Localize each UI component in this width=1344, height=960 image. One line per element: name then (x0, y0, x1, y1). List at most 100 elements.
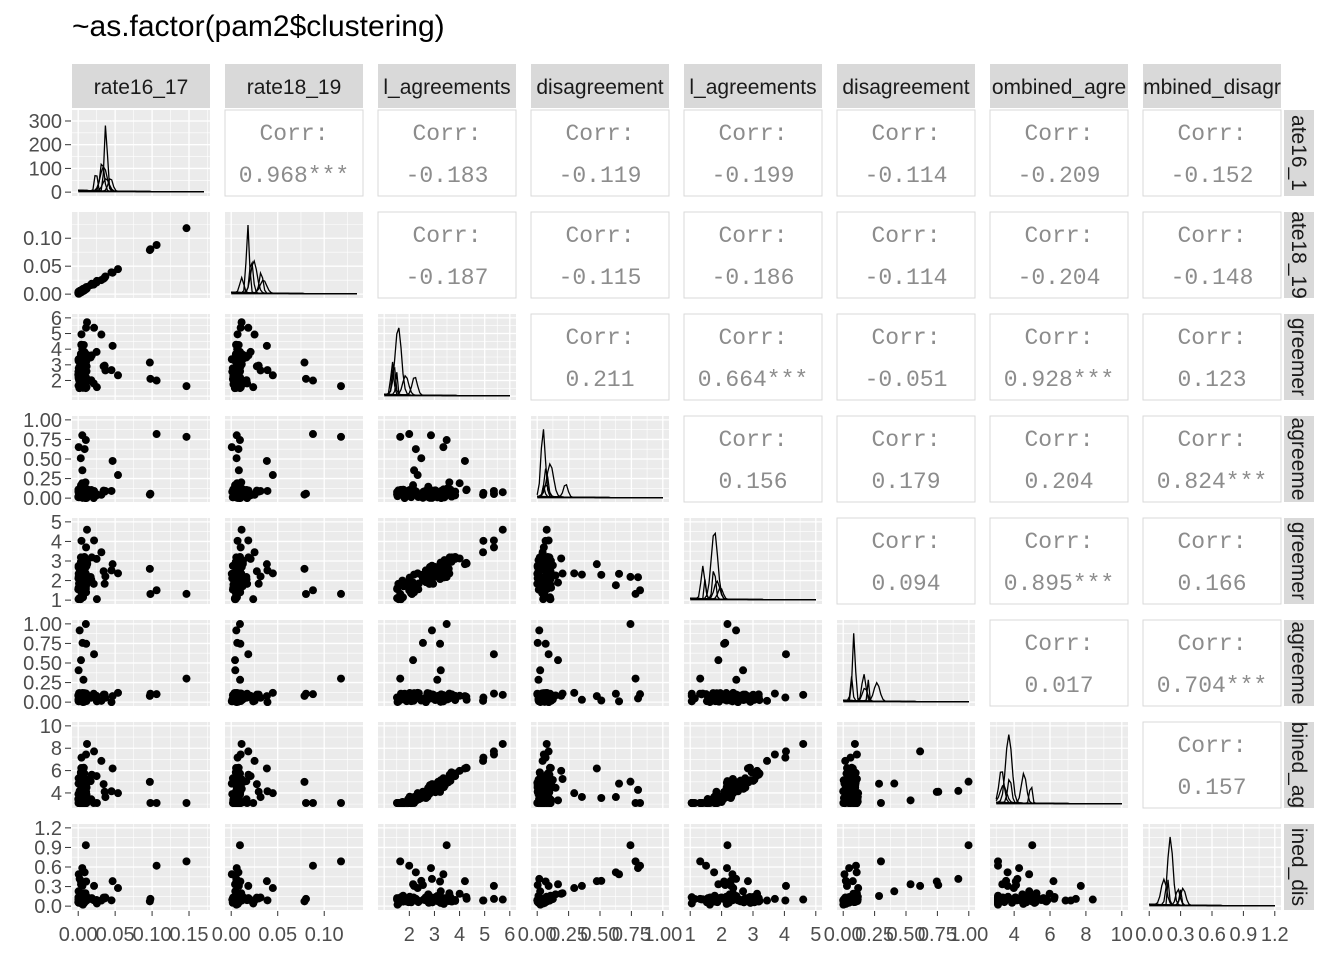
data-point (570, 884, 579, 893)
column-strip (837, 64, 975, 108)
corr-panel (683, 415, 823, 503)
data-point (721, 638, 730, 647)
data-point (546, 776, 555, 785)
data-point (876, 799, 885, 808)
data-point (145, 246, 154, 255)
data-point (890, 887, 899, 896)
data-point (256, 793, 265, 802)
data-point (396, 689, 405, 698)
data-point (308, 430, 317, 439)
data-point (409, 656, 418, 665)
data-point (498, 739, 507, 748)
data-point (906, 796, 915, 805)
data-point (712, 689, 721, 698)
data-point (411, 868, 420, 877)
data-point (263, 566, 272, 575)
y-tick-label: 200 (29, 135, 62, 157)
column-strip (1143, 64, 1281, 108)
data-point (557, 691, 566, 700)
y-tick-label: 0.25 (23, 673, 62, 695)
data-point (268, 884, 277, 893)
data-point (113, 371, 122, 380)
data-point (78, 479, 87, 488)
data-point (113, 569, 122, 578)
data-point (244, 650, 253, 659)
corr-label: Corr: (871, 223, 940, 249)
data-point (262, 692, 271, 701)
corr-value: 0.123 (1177, 367, 1246, 393)
corr-panel (836, 517, 976, 605)
data-point (489, 689, 498, 698)
data-point (446, 776, 455, 785)
y-tick-label: 3 (51, 355, 62, 377)
data-point (92, 276, 101, 285)
data-point (262, 456, 271, 465)
data-point (615, 569, 624, 578)
y-tick-label: 2 (51, 571, 62, 593)
corr-panel (224, 109, 364, 197)
data-point (615, 697, 624, 706)
data-point (77, 753, 86, 762)
data-point (577, 695, 586, 704)
corr-value: -0.186 (712, 265, 795, 291)
data-point (74, 666, 83, 675)
data-point (145, 691, 154, 700)
data-point (570, 569, 579, 578)
data-point (714, 880, 723, 889)
data-point (577, 792, 586, 801)
data-point (577, 881, 586, 890)
data-point (916, 881, 925, 890)
y-tick-label: 0.25 (23, 469, 62, 491)
data-point (394, 490, 403, 499)
corr-value: 0.017 (1024, 673, 1093, 699)
data-point (405, 573, 414, 582)
corr-label: Corr: (412, 121, 481, 147)
data-point (934, 787, 943, 796)
data-point (394, 697, 403, 706)
x-tick-label: 10 (1111, 924, 1133, 946)
data-point (336, 432, 345, 441)
data-point (558, 775, 567, 784)
data-point (753, 766, 762, 775)
data-point (557, 554, 566, 563)
data-point (722, 689, 731, 698)
y-tick-label: 0.05 (23, 256, 62, 278)
data-point (462, 893, 471, 902)
row-strip-label: ate18_19 (1287, 211, 1310, 299)
corr-panel (377, 109, 517, 197)
y-tick-label: 0.10 (23, 228, 62, 250)
data-point (78, 554, 87, 563)
data-point (916, 747, 925, 756)
data-point (232, 793, 241, 802)
row-strip (1284, 722, 1314, 808)
row-strip (1284, 416, 1314, 502)
data-point (433, 567, 442, 576)
data-point (244, 747, 253, 756)
corr-panel (530, 313, 670, 401)
data-point (631, 589, 640, 598)
data-point (849, 766, 858, 775)
data-point (739, 781, 748, 790)
y-tick-label: 4 (51, 531, 62, 553)
data-point (433, 675, 442, 684)
row-strip-label: ate16_1 (1287, 115, 1310, 191)
data-point (262, 877, 271, 886)
data-point (534, 892, 543, 901)
data-point (252, 780, 261, 789)
data-point (77, 330, 86, 339)
data-point (545, 763, 554, 772)
data-point (77, 656, 86, 665)
data-point (301, 374, 310, 383)
data-point (249, 799, 258, 808)
data-point (232, 876, 241, 885)
data-point (236, 359, 245, 368)
x-tick-label: 0.25 (855, 924, 894, 946)
data-point (87, 770, 96, 779)
data-point (634, 864, 643, 873)
data-point (577, 570, 586, 579)
data-point (233, 753, 242, 762)
x-tick-label: 0.00 (212, 924, 251, 946)
data-point (87, 351, 96, 360)
data-point (232, 454, 241, 463)
